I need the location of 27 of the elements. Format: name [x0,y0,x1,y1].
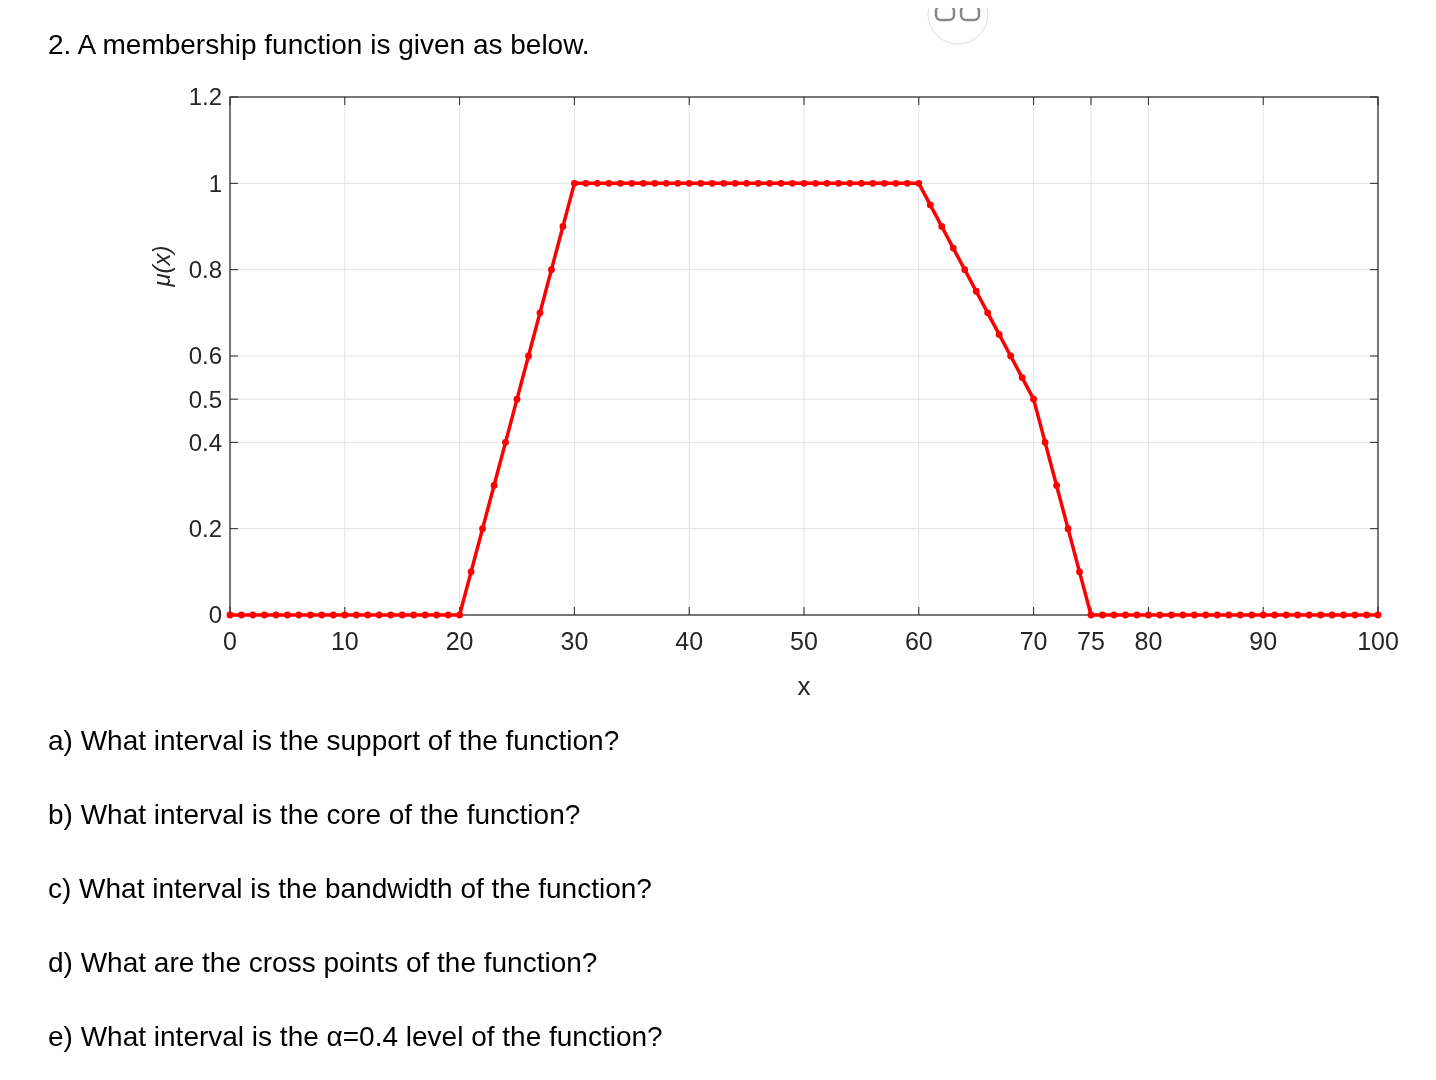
x-axis-title: x [797,671,811,701]
x-tick-label: 50 [790,627,818,655]
x-tick-label: 90 [1249,627,1278,655]
y-tick-label: 1.2 [188,83,222,111]
text: e) What interval is the α=0.4 level of the function? [48,1021,663,1052]
y-axis-title: μ(x) [148,245,175,288]
text: b) What interval is the core of the function? [48,799,581,830]
text: c) What interval is the bandwidth of the function? [48,873,652,904]
x-tick-label: 70 [1019,627,1048,655]
x-tick-label: 75 [1077,627,1105,655]
x-tick-label: 80 [1134,627,1163,655]
x-tick-label: 100 [1357,627,1399,655]
y-tick-label: 0 [208,601,222,629]
x-tick-label: 40 [675,627,704,655]
y-tick-label: 1 [208,169,222,197]
x-tick-label: 60 [904,627,933,655]
chart-title: 2. A membership function is given as below. [48,29,590,60]
y-tick-label: 0.6 [188,342,222,370]
y-tick-label: 0.8 [188,256,222,284]
x-tick-label: 20 [445,627,474,655]
y-tick-label: 0.4 [188,428,222,456]
text: a) What interval is the support of the function? [48,725,620,756]
y-tick-label: 0.2 [188,515,222,543]
y-tick-label: 0.5 [188,385,222,413]
text: d) What are the cross points of the function? [48,947,598,978]
x-tick-label: 30 [560,627,589,655]
x-tick-label: 10 [330,627,359,655]
